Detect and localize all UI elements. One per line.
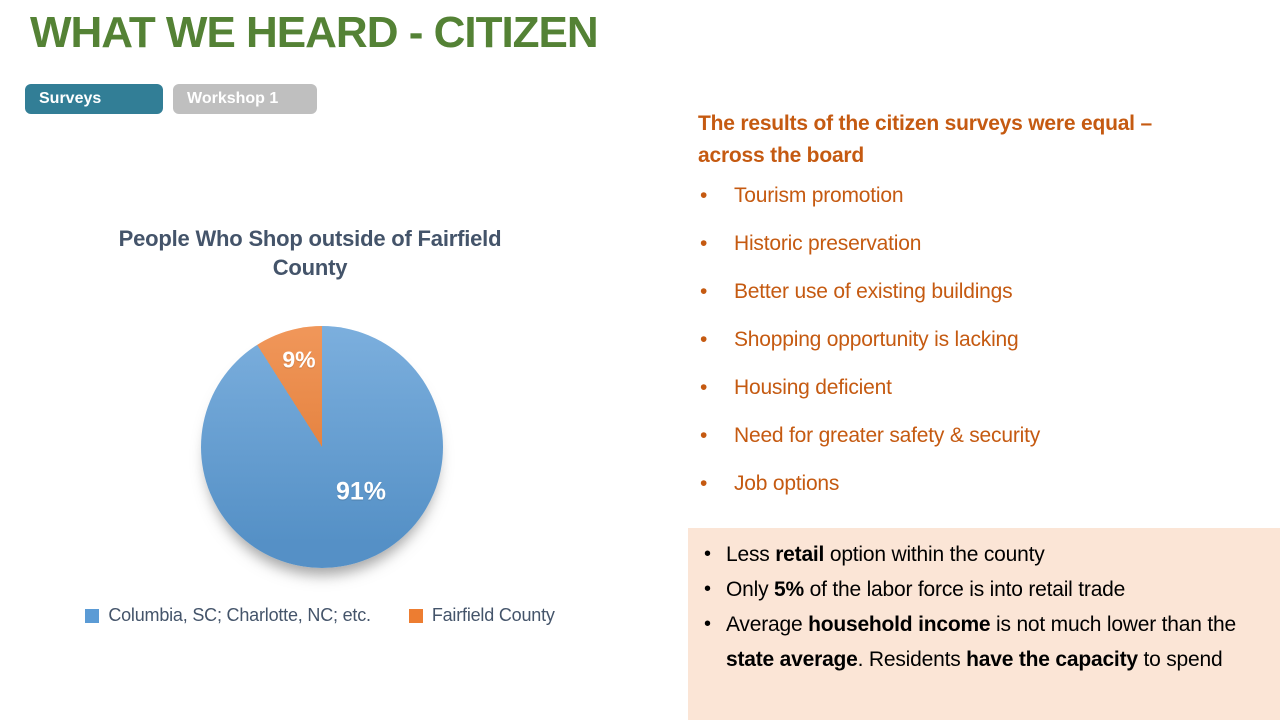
page-title: WHAT WE HEARD - CITIZEN — [30, 8, 599, 57]
list-item: Job options — [698, 460, 1258, 508]
list-item: Better use of existing buildings — [698, 268, 1258, 316]
list-item: Need for greater safety & security — [698, 412, 1258, 460]
insight-list: Less retail option within the county Onl… — [702, 537, 1266, 677]
pie-chart: 91% 9% — [201, 326, 443, 568]
list-item: Shopping opportunity is lacking — [698, 316, 1258, 364]
list-item: Historic preservation — [698, 220, 1258, 268]
legend-item: Columbia, SC; Charlotte, NC; etc. — [85, 605, 371, 626]
legend-swatch-blue-icon — [85, 608, 100, 623]
legend-label: Columbia, SC; Charlotte, NC; etc. — [108, 605, 371, 625]
survey-results-heading: The results of the citizen surveys were … — [698, 112, 1152, 167]
legend-swatch-orange-icon — [408, 608, 423, 623]
list-item: Housing deficient — [698, 364, 1258, 412]
chart-legend: Columbia, SC; Charlotte, NC; etc. Fairfi… — [20, 605, 620, 626]
legend-item: Fairfield County — [408, 605, 555, 626]
tab-workshop-1[interactable]: Workshop 1 — [173, 84, 317, 114]
list-item: Less retail option within the county — [702, 537, 1266, 572]
list-item: Average household income is not much low… — [702, 607, 1266, 677]
chart-title: People Who Shop outside of Fairfield Cou… — [118, 226, 502, 280]
list-item: Only 5% of the labor force is into retai… — [702, 572, 1266, 607]
legend-label: Fairfield County — [431, 605, 555, 625]
tab-surveys[interactable]: Surveys — [25, 84, 163, 114]
pie-data-label-minority: 9% — [282, 346, 316, 373]
tab-bar: Surveys Workshop 1 — [25, 84, 317, 114]
survey-results-list: Tourism promotion Historic preservation … — [698, 172, 1258, 508]
insight-box: Less retail option within the county Onl… — [688, 528, 1280, 720]
pie-data-label-majority: 91% — [335, 477, 387, 506]
list-item: Tourism promotion — [698, 172, 1258, 220]
